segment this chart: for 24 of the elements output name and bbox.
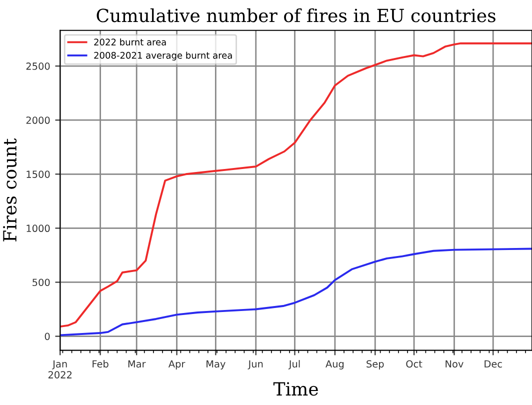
x-tick-label: Oct <box>406 360 422 368</box>
y-tick-label: 500 <box>32 278 50 286</box>
x-tick-label: May <box>206 360 226 370</box>
x-tick-label: Mar <box>128 360 146 368</box>
x-tick-label: Feb <box>92 360 108 368</box>
y-axis-title: Fires count <box>3 138 17 242</box>
x-tick-label: Jul <box>288 360 300 370</box>
legend-label: 2022 burnt area <box>94 38 166 46</box>
y-tick-label: 0 <box>44 332 50 340</box>
y-tick-label: 2500 <box>26 62 50 70</box>
x-tick-label: Nov <box>446 360 464 368</box>
chart-title: Cumulative number of fires in EU countries <box>96 8 496 22</box>
x-tick-label: Dec <box>484 360 502 368</box>
line-series <box>60 248 532 336</box>
y-tick-label: 1500 <box>26 170 50 178</box>
x-tick-label: Aug <box>326 360 344 370</box>
x-axis-title: Time <box>273 382 318 396</box>
x-tick-label: Sep <box>366 360 384 370</box>
legend-label: 2008-2021 average burnt area <box>94 52 232 60</box>
y-tick-label: 1000 <box>26 224 50 232</box>
y-tick-label: 2000 <box>26 116 50 124</box>
x-tick-label: Apr <box>168 360 186 370</box>
x-tick-label: Jan 2022 <box>48 360 72 378</box>
x-tick-label: Jun <box>248 360 263 370</box>
